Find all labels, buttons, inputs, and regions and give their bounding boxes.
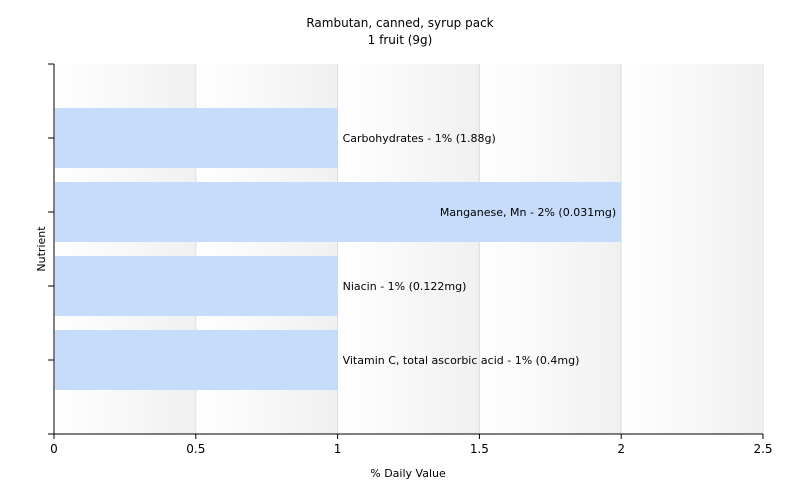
plot-band [479,64,622,434]
bars: Carbohydrates - 1% (1.88g) Manganese, Mn … [55,108,622,390]
bar-label: Carbohydrates - 1% (1.88g) [343,132,496,145]
x-tick-label: 0.5 [186,442,205,456]
y-axis-label: Nutrient [35,226,48,272]
x-tick-label: 1.5 [470,442,489,456]
x-tick-label: 0 [50,442,58,456]
plot-band [621,64,763,434]
bar [55,330,338,390]
axes: 0 0.5 1 1.5 2 2.5 [48,63,773,456]
bar [55,182,622,242]
x-tick-label: 1 [334,442,342,456]
bar [55,108,338,168]
chart-subtitle: 1 fruit (9g) [367,33,433,47]
bar [55,256,338,316]
bar-label: Niacin - 1% (0.122mg) [343,280,467,293]
bar-label: Vitamin C, total ascorbic acid - 1% (0.4… [343,354,580,367]
x-tick-label: 2 [617,442,625,456]
plot-band [337,64,480,434]
x-tick-label: 2.5 [753,442,772,456]
bar-label: Manganese, Mn - 2% (0.031mg) [440,206,616,219]
chart-title: Rambutan, canned, syrup pack [306,16,494,30]
x-axis-label: % Daily Value [370,467,446,480]
